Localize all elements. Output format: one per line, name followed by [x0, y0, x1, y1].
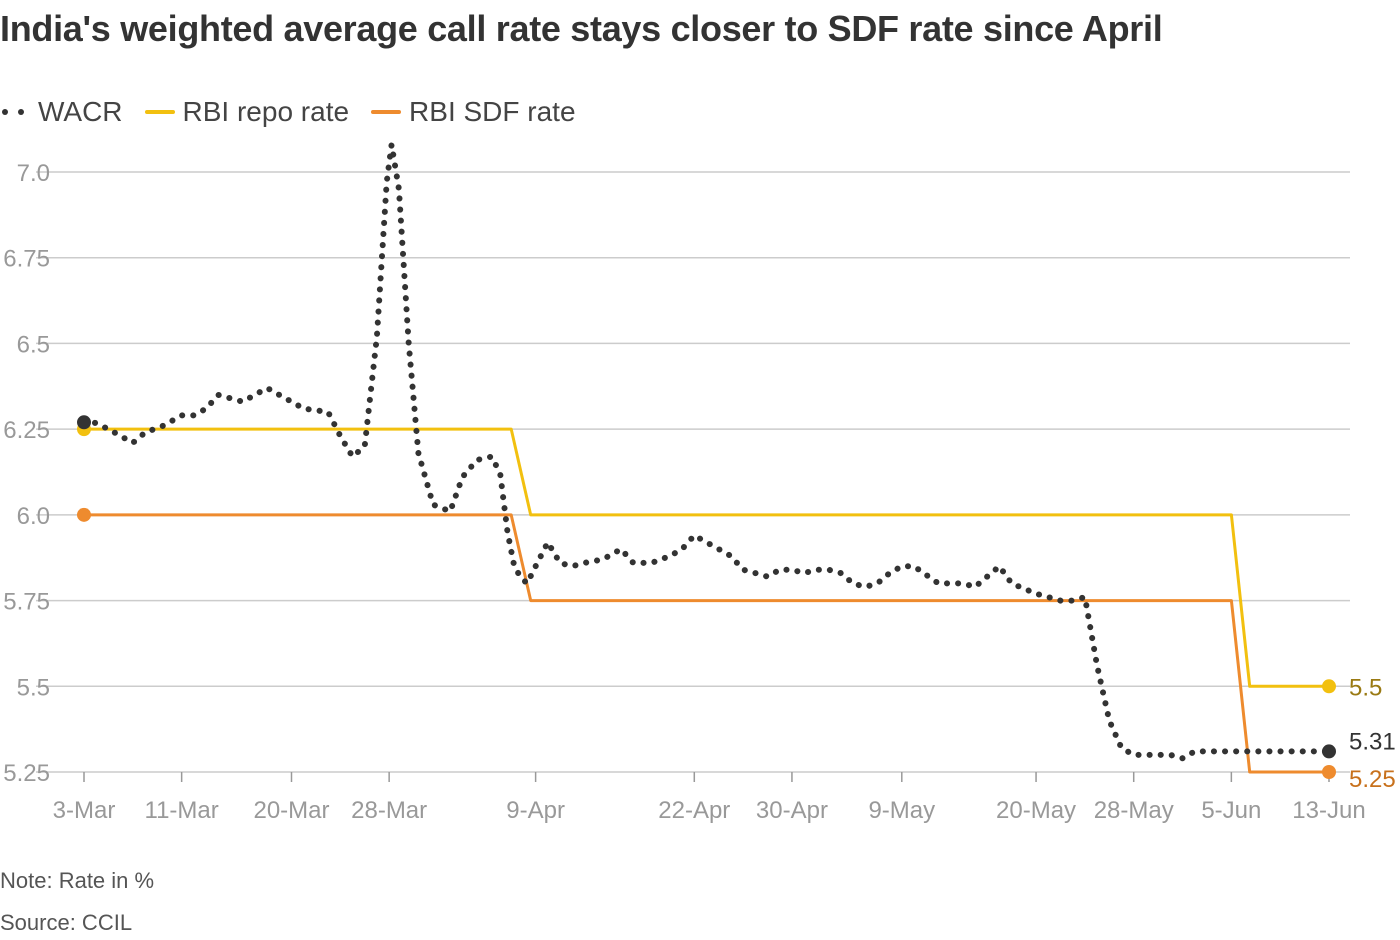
legend-swatch-repo [144, 110, 175, 114]
x-tick-label: 30-Apr [756, 797, 828, 824]
legend-label-sdf: RBI SDF rate [409, 96, 576, 127]
y-tick-label: 5.5 [17, 674, 50, 701]
x-tick-label: 13-Jun [1292, 797, 1365, 824]
x-tick-label: 5-Jun [1201, 797, 1261, 824]
x-tick-label: 28-May [1094, 797, 1174, 824]
legend-swatch-dots [0, 107, 28, 117]
x-tick-label: 11-Mar [145, 797, 219, 824]
start-marker-sdf [77, 507, 91, 522]
x-tick-label: 20-Mar [253, 797, 329, 824]
y-tick-label: 6.0 [17, 503, 50, 530]
legend-label-wacr: WACR [38, 96, 123, 127]
end-marker-wacr [1322, 744, 1336, 759]
x-tick-label: 9-May [868, 797, 935, 824]
legend-item-repo: RBI repo rate [144, 96, 350, 128]
series-line-repo [84, 427, 1329, 688]
legend-swatch-sdf [371, 110, 402, 114]
end-label-repo: 5.5 [1349, 674, 1382, 701]
x-tick-label: 20-May [996, 797, 1076, 824]
legend-item-wacr: WACR [0, 96, 123, 128]
series-line-sdf [84, 513, 1329, 774]
legend-label-repo: RBI repo rate [182, 96, 350, 127]
start-marker-wacr [77, 415, 91, 430]
y-tick-label: 5.25 [3, 760, 50, 787]
x-tick-label: 3-Mar [53, 797, 116, 824]
y-tick-label: 6.25 [3, 417, 50, 444]
y-tick-label: 6.5 [17, 331, 50, 358]
x-tick-label: 9-Apr [506, 797, 565, 824]
end-label-wacr: 5.31 [1349, 728, 1396, 755]
chart-note: Note: Rate in % [0, 868, 155, 893]
end-marker-repo [1322, 679, 1336, 694]
y-tick-label: 5.75 [3, 589, 50, 616]
chart-legend: WACR RBI repo rate RBI SDF rate [0, 94, 598, 130]
chart-area: 7.06.756.56.256.05.755.55.253-Mar 11-Mar 2… [3, 141, 1396, 824]
series-line-wacr [81, 141, 1332, 762]
end-label-sdf: 5.25 [1349, 766, 1396, 793]
x-tick-label: 28-Mar [351, 797, 427, 824]
y-tick-label: 6.75 [3, 246, 50, 273]
chart-source: Source: CCIL [0, 910, 133, 935]
end-marker-sdf [1322, 765, 1336, 779]
y-tick-label: 7.0 [17, 160, 50, 187]
chart-title: India's weighted average call rate stays… [0, 8, 1163, 49]
x-tick-label: 22-Apr [658, 797, 730, 824]
legend-item-sdf: RBI SDF rate [371, 96, 576, 128]
